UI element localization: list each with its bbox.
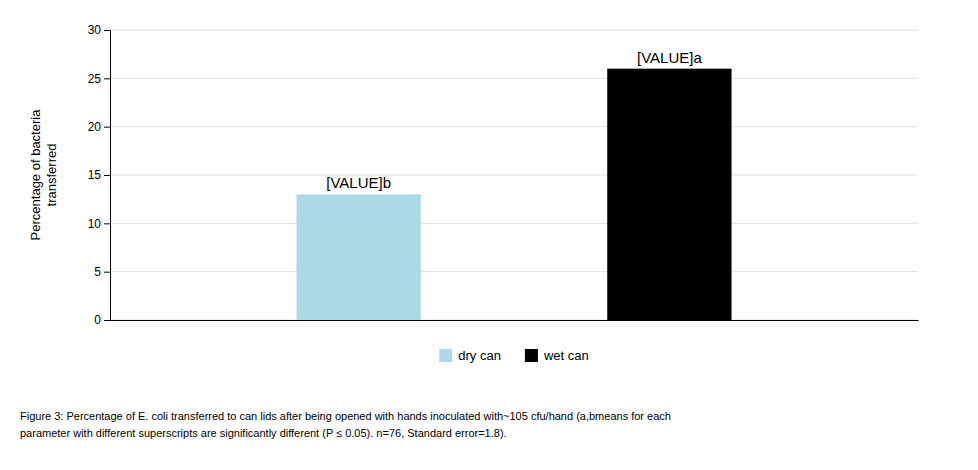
grid: [110, 30, 918, 320]
y-axis-title-line: Percentage of bacteria: [28, 109, 43, 241]
bars: [296, 69, 731, 320]
data-label: [VALUE]b: [326, 174, 391, 191]
y-tick-label: 20: [88, 120, 102, 134]
grid-line: [110, 320, 918, 321]
y-tick-mark: [104, 272, 110, 273]
grid-line: [110, 78, 918, 79]
x-axis: [111, 320, 919, 321]
grid-line: [110, 175, 918, 176]
bar: [296, 194, 420, 320]
y-tick: 25: [88, 72, 110, 86]
y-tick-mark: [104, 30, 110, 31]
y-tick-mark: [104, 223, 110, 224]
legend-swatch: [439, 349, 452, 362]
y-tick: 15: [88, 168, 110, 182]
y-tick: 5: [94, 265, 110, 279]
y-tick: 10: [88, 217, 110, 231]
y-tick-mark: [104, 127, 110, 128]
y-tick-label: 15: [88, 168, 102, 182]
y-axis-title: Percentage of bacteriatransferred: [28, 109, 59, 241]
grid-line: [110, 30, 918, 31]
y-tick-mark: [104, 175, 110, 176]
y-tick: 0: [94, 313, 110, 327]
y-tick-mark: [104, 78, 110, 79]
y-tick-label: 25: [88, 72, 102, 86]
legend-label: dry can: [458, 348, 501, 363]
grid-line: [110, 271, 918, 272]
legend-swatch: [525, 349, 538, 362]
y-tick: 30: [88, 23, 110, 37]
y-tick-mark: [104, 320, 110, 321]
y-axis-title-line: transferred: [44, 144, 59, 207]
y-tick: 20: [88, 120, 110, 134]
y-tick-label: 0: [94, 313, 101, 327]
grid-line: [110, 223, 918, 224]
plot: 0 5 10 15 20 25 30 [VALUE]b [VALUE]a Percentage o…: [28, 23, 918, 327]
bar: [607, 69, 731, 320]
y-axis-line: [104, 31, 111, 321]
legend: dry can wet can: [439, 348, 588, 363]
x-axis-line: [111, 320, 919, 321]
data-labels: [VALUE]b [VALUE]a: [326, 49, 702, 192]
caption: Figure 3: Percentage of E. coli transfer…: [20, 410, 671, 439]
legend-label: wet can: [543, 348, 589, 363]
legend-item: wet can: [525, 348, 589, 363]
y-tick-label: 5: [94, 265, 101, 279]
grid-line: [110, 126, 918, 127]
legend-item: dry can: [439, 348, 501, 363]
y-tick-label: 10: [88, 217, 102, 231]
y-axis: 0 5 10 15 20 25 30: [88, 23, 111, 327]
caption-line: parameter with different superscripts ar…: [20, 427, 507, 439]
chart-svg: 0 5 10 15 20 25 30 [VALUE]b [VALUE]a Percentage o…: [0, 0, 978, 470]
caption-line: Figure 3: Percentage of E. coli transfer…: [20, 410, 671, 422]
y-tick-label: 30: [88, 23, 102, 37]
data-label: [VALUE]a: [637, 49, 702, 66]
